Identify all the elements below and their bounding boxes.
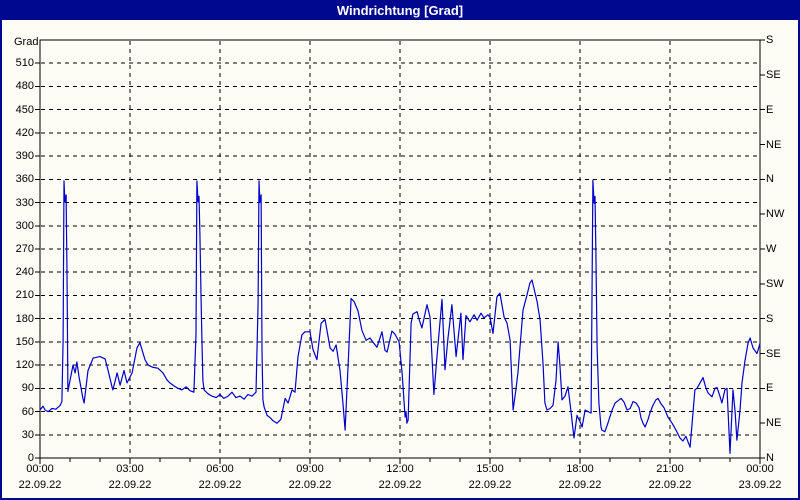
x-tick-label: 12:00 <box>386 463 414 475</box>
y-tick-label: 30 <box>21 428 34 441</box>
x-date-label: 22.09.22 <box>378 479 422 491</box>
x-date-label: 23.09.22 <box>738 479 782 491</box>
right-axis-label: NW <box>766 208 785 221</box>
y-tick-label: 90 <box>21 382 34 395</box>
y-tick-label: 480 <box>15 80 34 93</box>
y-tick-label: 420 <box>15 126 34 139</box>
x-date-label: 22.09.22 <box>198 479 242 491</box>
right-axis-label: NE <box>766 138 782 151</box>
x-tick-label: 21:00 <box>656 463 684 475</box>
right-axis-label: S <box>766 34 774 46</box>
chart-title: Windrichtung [Grad] <box>336 2 464 18</box>
right-axis-label: W <box>766 243 777 255</box>
x-tick-label: 00:00 <box>746 463 774 475</box>
y-tick-label: 180 <box>15 312 34 325</box>
right-axis-label: N <box>766 173 774 186</box>
x-date-label: 22.09.22 <box>648 479 692 491</box>
right-axis-label: N <box>766 452 774 464</box>
right-axis-label: S <box>766 312 774 325</box>
y-tick-label: 60 <box>21 405 34 418</box>
x-date-label: 22.09.22 <box>558 479 602 491</box>
right-axis-label: E <box>766 382 774 395</box>
x-tick-label: 15:00 <box>476 463 504 475</box>
right-axis-label: SW <box>766 277 784 290</box>
y-tick-label: 450 <box>15 103 34 116</box>
data-line <box>39 179 761 454</box>
plot-border <box>39 39 761 459</box>
x-tick-label: 09:00 <box>296 463 324 475</box>
x-tick-label: 06:00 <box>206 463 234 475</box>
x-tick-label: 18:00 <box>566 463 594 475</box>
right-axis-label: NE <box>766 417 782 430</box>
y-tick-label: 210 <box>15 289 34 302</box>
x-tick-label: 03:00 <box>116 463 144 475</box>
y-tick-label: 510 <box>15 57 34 70</box>
x-date-label: 22.09.22 <box>468 479 512 491</box>
right-axis-label: SE <box>766 347 781 360</box>
title-bar: Windrichtung [Grad] <box>0 0 800 20</box>
y-tick-label: 330 <box>15 196 34 209</box>
right-axis-label: E <box>766 103 774 116</box>
y-tick-label: 390 <box>15 150 34 163</box>
y-tick-label: 120 <box>15 359 34 372</box>
x-tick-label: 00:00 <box>26 463 54 475</box>
x-date-label: 22.09.22 <box>18 479 62 491</box>
x-date-label: 22.09.22 <box>108 479 152 491</box>
y-tick-label: 240 <box>15 266 34 279</box>
y-tick-label: 150 <box>15 335 34 348</box>
y-axis-unit-label: Grad <box>14 36 39 48</box>
y-tick-label: 300 <box>15 219 34 232</box>
y-tick-label: 360 <box>15 173 34 186</box>
x-date-label: 22.09.22 <box>288 479 332 491</box>
y-tick-label: 0 <box>27 452 34 464</box>
right-axis-label: SE <box>766 68 781 81</box>
y-tick-label: 270 <box>15 243 34 255</box>
